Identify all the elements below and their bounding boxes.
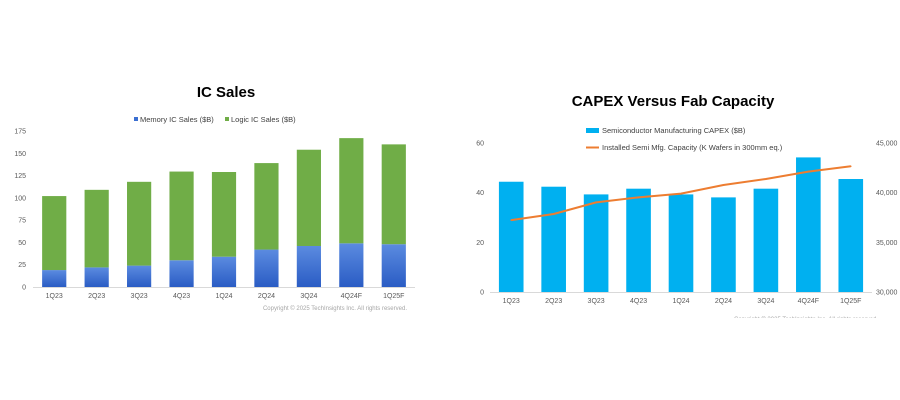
y-tick-label: 20 — [476, 240, 484, 247]
bar-memory — [296, 245, 321, 287]
y-tick-label: 50 — [18, 240, 26, 247]
bar-memory — [339, 243, 364, 287]
y2-tick-label: 45,000 — [876, 141, 898, 148]
bar-capex — [753, 188, 779, 292]
bar-capex — [796, 157, 821, 292]
copyright-footnote: Copyright © 2025 TechInsights Inc. All r… — [734, 316, 878, 323]
x-tick-label: 4Q23 — [173, 293, 190, 300]
point-capacity — [680, 192, 682, 195]
x-tick-label: 4Q24F — [341, 293, 362, 300]
legend-label-capex: Semiconductor Manufacturing CAPEX ($B) — [602, 126, 746, 135]
legend-label-capacity: Installed Semi Mfg. Capacity (K Wafers i… — [602, 143, 783, 152]
x-tick-label: 4Q23 — [630, 298, 647, 305]
y-tick-label: 25 — [18, 262, 26, 269]
bar-memory — [42, 270, 67, 287]
x-tick-label: 1Q23 — [46, 293, 63, 300]
bar-memory — [254, 249, 279, 287]
y2-tick-label: 40,000 — [876, 190, 898, 197]
point-capacity — [765, 178, 767, 180]
bar-capex — [583, 194, 609, 292]
legend-swatch-memory — [134, 117, 138, 121]
y-tick-label: 150 — [14, 151, 26, 158]
y-tick-label: 0 — [22, 285, 26, 292]
x-tick-label: 3Q24 — [757, 298, 774, 305]
legend-label-logic: Logic IC Sales ($B) — [231, 115, 296, 124]
y-tick-label: 125 — [14, 173, 26, 180]
x-tick-label: 4Q24F — [798, 298, 819, 305]
bar-logic — [127, 181, 152, 266]
legend-swatch-logic — [225, 117, 229, 121]
y-tick-label: 0 — [480, 290, 484, 297]
bar-memory — [84, 267, 109, 287]
bar-logic — [254, 163, 279, 250]
chart-title: CAPEX Versus Fab Capacity — [572, 93, 775, 110]
point-capacity — [510, 219, 513, 221]
x-tick-label: 3Q24 — [300, 293, 317, 300]
y-tick-label: 60 — [476, 141, 484, 148]
bar-memory — [169, 260, 194, 287]
y-tick-label: 100 — [14, 195, 26, 202]
x-tick-label: 2Q24 — [258, 293, 275, 300]
bar-logic — [381, 144, 406, 245]
y2-tick-label: 35,000 — [876, 240, 898, 247]
bar-capex — [838, 179, 864, 292]
x-tick-label: 1Q25F — [840, 298, 861, 305]
x-tick-label: 1Q24 — [672, 298, 689, 305]
x-tick-label: 2Q23 — [545, 298, 562, 305]
y-tick-label: 175 — [14, 129, 26, 136]
point-capacity — [637, 196, 640, 199]
bar-logic — [42, 196, 67, 271]
y-tick-label: 40 — [476, 190, 484, 197]
point-capacity — [552, 213, 555, 215]
chart-title: IC Sales — [197, 84, 255, 101]
x-tick-label: 3Q23 — [588, 298, 605, 305]
bar-logic — [84, 189, 109, 268]
bar-logic — [339, 138, 364, 244]
x-tick-label: 1Q23 — [503, 298, 520, 305]
legend-label-memory: Memory IC Sales ($B) — [140, 115, 214, 124]
point-capacity — [849, 165, 852, 168]
bar-capex — [668, 194, 694, 292]
x-tick-label: 2Q24 — [715, 298, 732, 305]
x-tick-label: 2Q23 — [88, 293, 105, 300]
y2-tick-label: 30,000 — [876, 290, 898, 297]
ic-sales-chart: IC Sales Memory IC Sales ($B) Logic IC S… — [14, 84, 415, 312]
point-capacity — [595, 201, 597, 204]
y-tick-label: 75 — [18, 218, 26, 225]
x-tick-label: 3Q23 — [131, 293, 148, 300]
bar-memory — [127, 265, 152, 287]
legend-swatch-capex — [586, 128, 599, 133]
bar-logic — [296, 149, 321, 246]
bar-logic — [211, 172, 237, 257]
x-tick-label: 1Q25F — [383, 293, 404, 300]
point-capacity — [722, 184, 725, 186]
bar-logic — [169, 171, 194, 261]
point-capacity — [807, 170, 810, 173]
bar-memory — [211, 256, 237, 287]
bar-capex — [626, 188, 651, 292]
bar-capex — [541, 186, 566, 292]
capex-chart: CAPEX Versus Fab Capacity Semiconductor … — [476, 93, 898, 323]
bar-memory — [381, 244, 406, 287]
bar-capex — [498, 181, 524, 292]
copyright-footnote: Copyright © 2025 TechInsights Inc. All r… — [263, 305, 407, 312]
x-tick-label: 1Q24 — [215, 293, 232, 300]
bar-capex — [711, 197, 736, 292]
